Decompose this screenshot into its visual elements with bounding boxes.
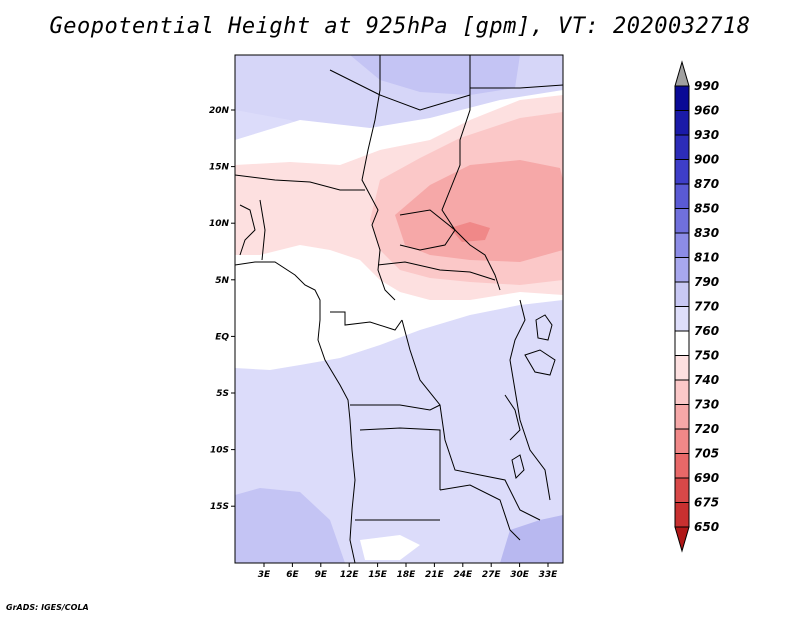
colorbar-segment <box>674 159 690 185</box>
colorbar-label: 750 <box>694 349 719 363</box>
colorbar-top-arrow <box>674 60 690 87</box>
lat-label: 10N <box>209 219 230 229</box>
map-frame <box>234 54 564 564</box>
longitude-axis: 3E 6E 9E 12E 15E 18E 21E 24E 27E 30E 33E <box>258 563 558 580</box>
lat-label: 15S <box>210 502 229 512</box>
lon-label: 15E <box>368 570 388 580</box>
colorbar-segment <box>674 208 690 234</box>
colorbar-label: 760 <box>694 324 719 338</box>
colorbar-label: 850 <box>694 202 719 216</box>
lat-label: 5S <box>216 389 229 399</box>
colorbar-segment <box>674 85 690 111</box>
lat-label: 10S <box>210 446 229 456</box>
colorbar-segment <box>674 330 690 356</box>
map-panel <box>235 55 563 563</box>
colorbar-segment <box>674 428 690 454</box>
colorbar-label: 790 <box>694 275 719 289</box>
colorbar-label: 990 <box>694 79 719 93</box>
colorbar-label: 720 <box>694 422 719 436</box>
colorbar-segment <box>674 134 690 160</box>
lat-label: 5N <box>215 276 229 286</box>
colorbar-segment <box>674 281 690 307</box>
lon-label: 12E <box>340 570 360 580</box>
colorbar-segment <box>674 502 690 528</box>
colorbar-label: 900 <box>694 153 719 167</box>
lon-label: 24E <box>453 570 473 580</box>
field-810-southeast <box>500 515 563 563</box>
coastlines-borders <box>235 55 563 563</box>
lon-label: 33E <box>539 570 559 580</box>
chart-title: Geopotential Height at 925hPa [gpm], VT:… <box>49 14 751 39</box>
lakes <box>511 314 556 479</box>
field-730-region <box>395 160 563 262</box>
lat-label: 20N <box>209 106 230 116</box>
colorbar-segment <box>674 379 690 405</box>
colorbar-label: 830 <box>694 226 719 240</box>
field-810-north-patch <box>350 55 520 95</box>
lon-label: 21E <box>425 570 445 580</box>
colorbar-segment <box>674 257 690 283</box>
colorbar-label: 675 <box>694 496 719 510</box>
colorbar: 990 960 930 900 870 850 830 810 790 770 760 750 740 7… <box>674 60 719 553</box>
lat-label: EQ <box>215 332 229 342</box>
colorbar-label: 730 <box>694 398 719 412</box>
footer-credit: GrADS: IGES/COLA <box>6 603 89 612</box>
colorbar-label: 930 <box>694 128 719 142</box>
colorbar-label: 770 <box>694 300 719 314</box>
colorbar-label: 690 <box>694 471 719 485</box>
colorbar-segment <box>674 306 690 332</box>
colorbar-segment <box>674 477 690 503</box>
lon-label: 9E <box>315 570 328 580</box>
latitude-axis: 20N 15N 10N 5N EQ 5S 10S 15S <box>209 106 235 512</box>
colorbar-segment <box>674 404 690 430</box>
colorbar-segment <box>674 110 690 136</box>
lon-label: 3E <box>258 570 271 580</box>
lon-label: 30E <box>510 570 530 580</box>
colorbar-label: 960 <box>694 104 719 118</box>
colorbar-label: 810 <box>694 251 719 265</box>
lon-label: 6E <box>286 570 299 580</box>
field-760-south-patch <box>360 535 420 560</box>
colorbar-segment <box>674 453 690 479</box>
colorbar-segment <box>674 355 690 381</box>
colorbar-label: 740 <box>694 373 719 387</box>
field-790-southwest <box>235 488 345 563</box>
lon-label: 18E <box>397 570 417 580</box>
lon-label: 27E <box>482 570 502 580</box>
colorbar-label: 650 <box>694 520 719 534</box>
colorbar-label: 705 <box>694 447 719 461</box>
colorbar-segment <box>674 232 690 258</box>
lat-label: 15N <box>209 163 230 173</box>
colorbar-bottom-arrow <box>674 526 690 553</box>
field-720-patch <box>450 222 490 242</box>
colorbar-label: 870 <box>694 177 719 191</box>
colorbar-segment <box>674 183 690 209</box>
